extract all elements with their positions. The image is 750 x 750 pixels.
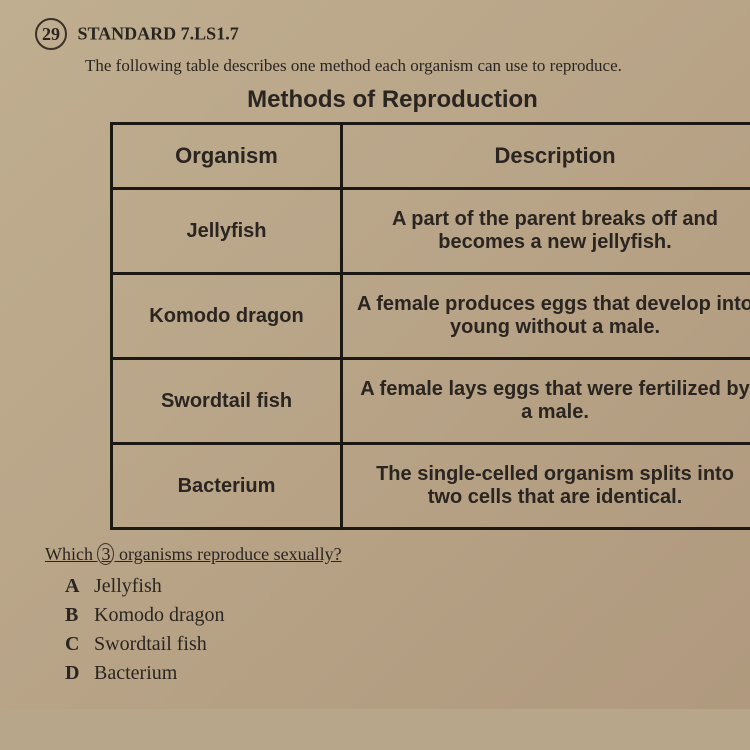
cell-organism: Swordtail fish (112, 359, 342, 444)
header-description: Description (342, 124, 750, 189)
cell-organism: Jellyfish (112, 189, 342, 274)
table-row: Komodo dragon A female produces eggs tha… (112, 274, 750, 359)
question-number-circle: 29 (35, 18, 67, 50)
choice-a[interactable]: A Jellyfish (65, 575, 750, 598)
cell-description: A female produces eggs that develop into… (342, 274, 750, 359)
cell-description: A female lays eggs that were fertilized … (342, 359, 750, 444)
header-organism: Organism (112, 124, 342, 189)
standard-label: STANDARD 7.LS1.7 (78, 24, 239, 44)
choice-b[interactable]: B Komodo dragon (65, 604, 750, 627)
choice-letter: A (65, 575, 89, 598)
table-row: Jellyfish A part of the parent breaks of… (112, 189, 750, 274)
intro-text: The following table describes one method… (85, 56, 750, 76)
choice-text: Swordtail fish (94, 633, 207, 655)
reproduction-table: Organism Description Jellyfish A part of… (110, 122, 750, 530)
question-prefix: Which (45, 544, 97, 564)
question-underlined-word: reproduce (197, 544, 269, 564)
question-text: Which 3 organisms reproduce sexually? (45, 544, 750, 565)
choice-letter: B (65, 604, 89, 627)
question-number: 29 (42, 24, 60, 44)
choice-c[interactable]: C Swordtail fish (65, 633, 750, 656)
table-row: Bacterium The single-celled organism spl… (112, 444, 750, 529)
choice-d[interactable]: D Bacterium (65, 662, 750, 685)
choice-letter: C (65, 633, 89, 656)
choice-text: Jellyfish (94, 575, 162, 597)
standard-line: 29 STANDARD 7.LS1.7 (35, 18, 750, 50)
table-header-row: Organism Description (112, 124, 750, 189)
choice-text: Bacterium (94, 662, 177, 684)
table-title: Methods of Reproduction (35, 86, 750, 114)
question-circled-number: 3 (97, 543, 114, 565)
choice-letter: D (65, 662, 89, 685)
question-mid: organisms (114, 544, 197, 564)
cell-organism: Bacterium (112, 444, 342, 529)
choice-text: Komodo dragon (94, 604, 225, 626)
cell-description: The single-celled organism splits into t… (342, 444, 750, 529)
cell-organism: Komodo dragon (112, 274, 342, 359)
cell-description: A part of the parent breaks off and beco… (342, 189, 750, 274)
answer-choices: A Jellyfish B Komodo dragon C Swordtail … (65, 575, 750, 685)
worksheet-page: 29 STANDARD 7.LS1.7 The following table … (0, 0, 750, 709)
question-suffix: sexually? (269, 544, 341, 564)
table-row: Swordtail fish A female lays eggs that w… (112, 359, 750, 444)
